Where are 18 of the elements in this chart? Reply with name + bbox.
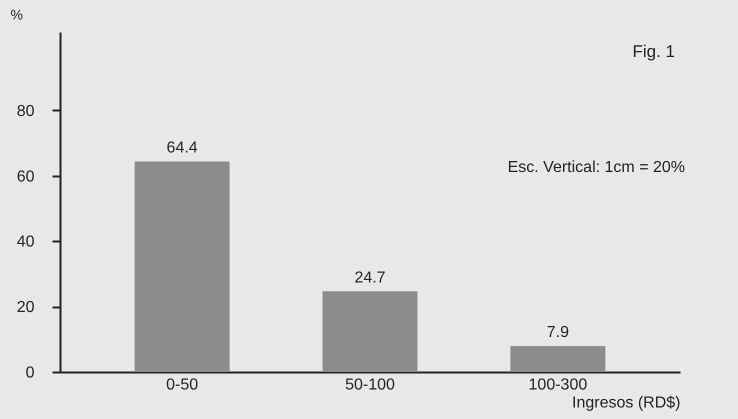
y-axis-title: %: [10, 6, 23, 22]
data-label: 7.9: [546, 324, 570, 342]
y-tick-label: 80: [16, 102, 35, 120]
bar: [510, 346, 606, 372]
data-label: 24.7: [354, 269, 386, 286]
bar: [322, 291, 418, 372]
x-tick-label: 50-100: [345, 376, 396, 394]
y-tick-label: 0: [26, 364, 35, 382]
annotation: Esc. Vertical: 1cm = 20%: [508, 159, 685, 176]
y-tick-label: 40: [16, 234, 35, 251]
x-tick-label: 100-300: [528, 376, 588, 394]
y-tick-label: 60: [16, 168, 35, 186]
y-tick-label: 20: [16, 299, 35, 316]
annotation: Fig. 1: [632, 42, 675, 61]
data-label: 64.4: [166, 139, 198, 156]
bar: [134, 161, 230, 372]
x-axis-title: Ingresos (RD$): [572, 394, 680, 412]
x-tick-label: 0-50: [166, 376, 198, 394]
